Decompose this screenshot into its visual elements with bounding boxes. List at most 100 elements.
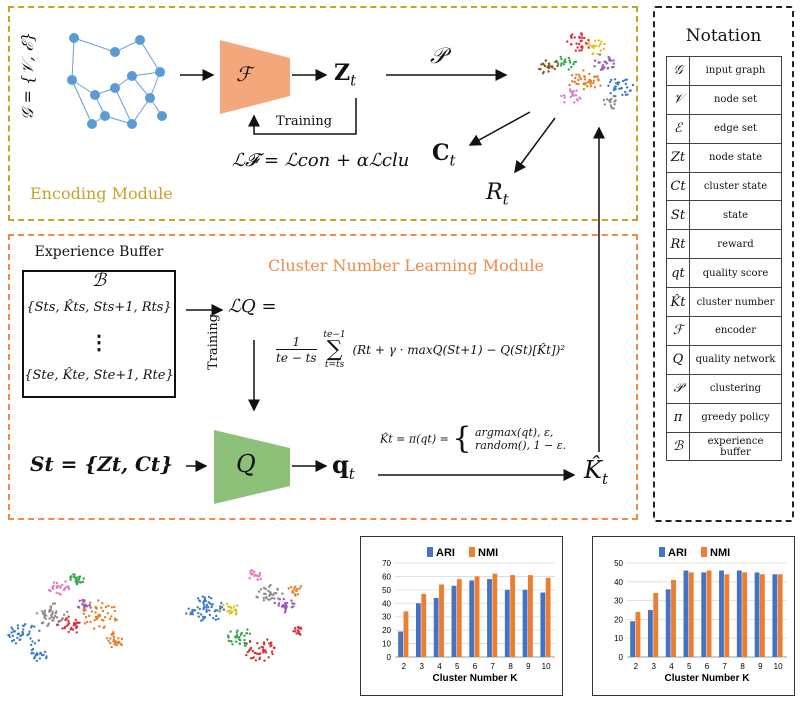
scatter-point [120,643,123,647]
scatter-point [612,107,615,110]
bar-ari [398,631,404,657]
scatter-point [59,586,62,589]
notation-symbol: Rt [666,229,690,260]
notation-symbol: ℬ [666,431,690,462]
x-tick-label: 7 [723,662,728,671]
scatter-point [562,63,565,66]
scatter-point [578,49,581,52]
scatter-point [300,627,303,630]
scatter-point [236,629,239,632]
scatter-point [93,618,96,622]
scatter-point [251,650,255,653]
scatter-point [38,629,41,632]
bar-ari [415,603,421,657]
scatter-point [277,604,280,607]
scatter-point [24,623,27,626]
scatter-point [544,59,547,62]
scatter-point [47,589,51,592]
scatter-point [268,642,271,645]
scatter-point [89,606,92,609]
scatter-point [280,605,284,608]
scatter-point [7,633,11,637]
scatter-point [41,612,45,615]
scatter-point [193,609,196,612]
x-tick-label: 9 [526,662,531,671]
scatter-point [207,601,210,604]
scatter-point [587,38,590,42]
scatter-point [45,614,48,617]
scatter-point [40,653,44,657]
scatter-point [262,586,266,590]
y-tick-label: 40 [614,578,623,587]
scatter-point [576,46,579,49]
scatter-point [69,578,72,581]
notation-description: node state [689,142,782,173]
bar-nmi [671,579,676,657]
scatter-point [268,594,271,598]
scatter-point [625,86,629,89]
scatter-point [609,104,613,107]
scatter-point [593,75,596,78]
scatter-point [114,640,117,643]
scatter-point [70,626,73,630]
scatter-point [586,80,590,84]
bar-nmi [474,576,480,657]
bar-nmi [510,575,516,657]
scatter-point [560,57,563,61]
scatter-point [75,631,79,634]
scatter-point [208,609,211,612]
scatter-point [567,68,570,71]
y-tick-label: 30 [382,613,391,622]
scatter-point [214,609,217,612]
scatter-point [253,570,256,573]
scatter-point [613,86,616,89]
scatter-point [31,640,34,643]
notation-description: cluster state [689,171,782,202]
scatter-point [245,642,248,645]
scatter-point [29,637,32,640]
scatter-point [235,609,238,613]
scatter-point [293,602,296,605]
scatter-point [245,632,249,635]
scatter-point [64,580,67,583]
scatter-point [109,641,112,645]
scatter-point [54,612,57,615]
scatter-point [293,587,296,590]
scatter-point [30,624,34,628]
scatter-point [100,606,103,609]
legend-label: ARI [436,547,455,559]
scatter-point [574,94,578,97]
scatter-point [30,643,33,647]
scatter-point [249,657,253,660]
scatter-point [583,75,586,78]
scatter-point [577,78,580,82]
scatter-point [61,627,64,630]
scatter-point [281,592,284,595]
scatter-point [580,39,583,42]
scatter-point [210,597,213,600]
scatter-point [11,634,15,638]
x-tick-label: 2 [402,662,407,671]
scatter-point [219,605,222,608]
scatter-point [589,44,592,47]
scatter-point [291,602,294,605]
bar-nmi [742,572,748,657]
notation-description: encoder [689,316,782,346]
notation-description: cluster number [689,287,782,318]
scatter-point [203,596,207,599]
clustering-symbol: 𝒫 [430,44,446,69]
scatter-point [613,100,616,103]
scatter-point [574,76,577,80]
scatter-point [551,66,554,69]
scatter-point [256,652,259,655]
scatter-point [256,578,259,581]
scatter-point [258,656,262,659]
scatter-point [571,80,574,83]
scatter-point [82,612,86,615]
scatter-point [191,613,194,616]
scatter-point [251,572,254,575]
scatter-point [110,606,114,609]
scatter-point [610,78,613,82]
notation-row: Zt node state [666,142,782,173]
scatter-point [57,592,61,595]
